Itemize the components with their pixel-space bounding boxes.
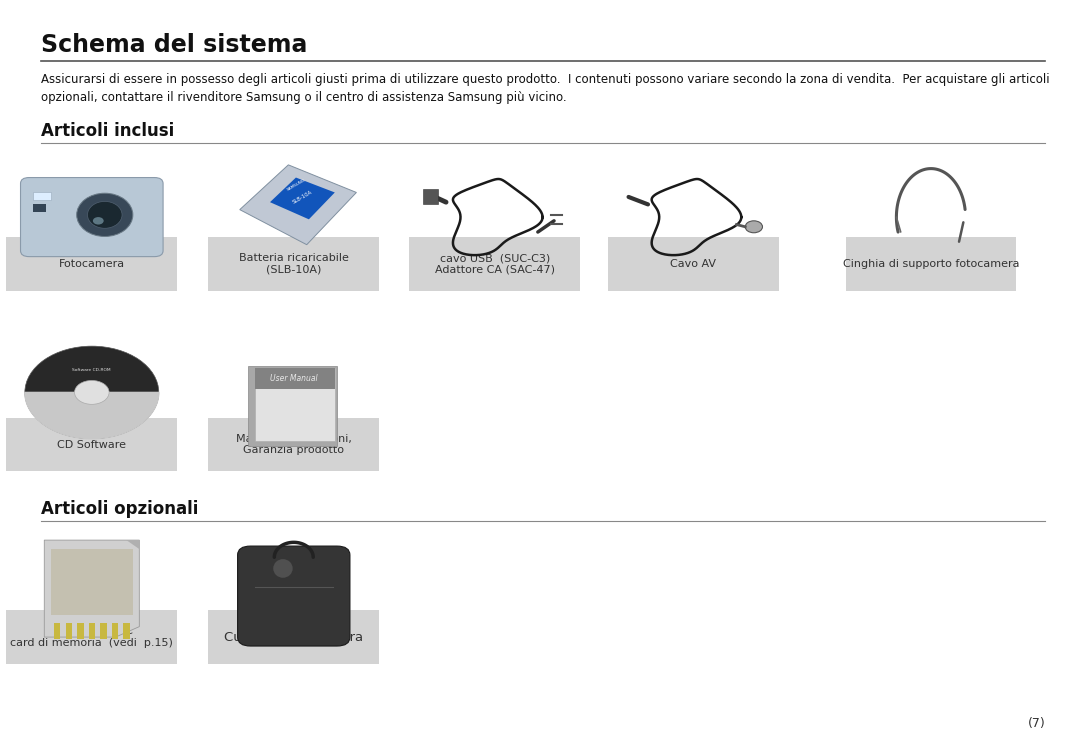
- Circle shape: [75, 380, 109, 404]
- FancyBboxPatch shape: [33, 204, 46, 212]
- FancyBboxPatch shape: [208, 237, 379, 291]
- Text: Manuale d'istruzioni,
Garanzia prodotto: Manuale d'istruzioni, Garanzia prodotto: [235, 434, 352, 455]
- Polygon shape: [270, 178, 335, 219]
- Circle shape: [25, 346, 159, 439]
- Text: cavo USB  (SUC-C3)
Adattore CA (SAC-47): cavo USB (SUC-C3) Adattore CA (SAC-47): [434, 254, 555, 275]
- Text: SAMSUNG: SAMSUNG: [286, 178, 306, 192]
- FancyBboxPatch shape: [77, 623, 83, 639]
- FancyBboxPatch shape: [409, 237, 580, 291]
- FancyBboxPatch shape: [89, 623, 95, 639]
- Text: Assicurarsi di essere in possesso degli articoli giusti prima di utilizzare ques: Assicurarsi di essere in possesso degli …: [41, 73, 1050, 86]
- Polygon shape: [126, 540, 139, 549]
- FancyBboxPatch shape: [21, 178, 163, 257]
- FancyBboxPatch shape: [608, 237, 779, 291]
- Ellipse shape: [273, 560, 293, 577]
- FancyBboxPatch shape: [51, 549, 133, 615]
- FancyBboxPatch shape: [100, 623, 107, 639]
- FancyBboxPatch shape: [423, 189, 438, 204]
- Text: CD Software: CD Software: [57, 439, 126, 450]
- Ellipse shape: [87, 201, 122, 228]
- Text: Fotocamera: Fotocamera: [58, 259, 125, 269]
- Text: SD/SDHC/MMC
card di memoria  (vedi  p.15): SD/SDHC/MMC card di memoria (vedi p.15): [11, 627, 173, 648]
- FancyBboxPatch shape: [208, 610, 379, 664]
- FancyBboxPatch shape: [255, 368, 335, 389]
- Text: Articoli opzionali: Articoli opzionali: [41, 500, 199, 518]
- FancyBboxPatch shape: [846, 237, 1016, 291]
- FancyBboxPatch shape: [6, 610, 177, 664]
- FancyBboxPatch shape: [6, 237, 177, 291]
- FancyBboxPatch shape: [111, 623, 118, 639]
- FancyBboxPatch shape: [6, 418, 177, 471]
- FancyBboxPatch shape: [54, 623, 60, 639]
- Ellipse shape: [93, 217, 104, 225]
- Ellipse shape: [745, 221, 762, 233]
- Text: Articoli inclusi: Articoli inclusi: [41, 122, 174, 140]
- Text: Software CD-ROM: Software CD-ROM: [72, 368, 111, 372]
- Polygon shape: [44, 540, 139, 637]
- FancyBboxPatch shape: [238, 546, 350, 646]
- FancyBboxPatch shape: [208, 418, 379, 471]
- Text: SLB-10A: SLB-10A: [292, 189, 313, 204]
- Text: opzionali, contattare il rivenditore Samsung o il centro di assistenza Samsung p: opzionali, contattare il rivenditore Sam…: [41, 91, 567, 104]
- Text: Cinghia di supporto fotocamera: Cinghia di supporto fotocamera: [842, 259, 1020, 269]
- Text: User Manual: User Manual: [270, 374, 318, 383]
- Text: (7): (7): [1028, 717, 1045, 730]
- Polygon shape: [25, 392, 159, 439]
- FancyBboxPatch shape: [255, 368, 335, 441]
- Text: Custodia fotocamera: Custodia fotocamera: [225, 630, 363, 644]
- Ellipse shape: [77, 193, 133, 236]
- FancyBboxPatch shape: [123, 623, 130, 639]
- Text: Batteria ricaricabile
(SLB-10A): Batteria ricaricabile (SLB-10A): [239, 254, 349, 275]
- Text: Cavo AV: Cavo AV: [671, 259, 716, 269]
- FancyBboxPatch shape: [66, 623, 72, 639]
- FancyBboxPatch shape: [248, 366, 337, 446]
- Polygon shape: [240, 165, 356, 245]
- Text: Schema del sistema: Schema del sistema: [41, 33, 308, 57]
- FancyBboxPatch shape: [33, 192, 51, 200]
